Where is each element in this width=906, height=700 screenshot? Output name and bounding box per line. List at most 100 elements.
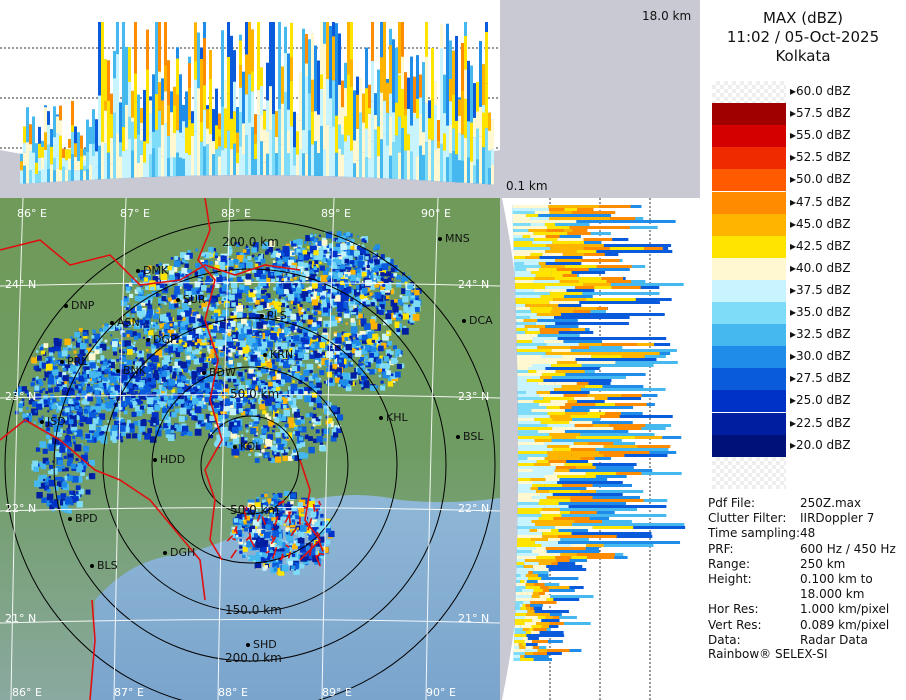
cross-section-row bbox=[517, 358, 657, 361]
cross-section-row bbox=[516, 568, 587, 571]
longitude-label: 89° E bbox=[322, 686, 352, 699]
cross-section-column bbox=[392, 39, 395, 179]
cross-section-row bbox=[516, 316, 630, 319]
station-label: Kolkata bbox=[775, 47, 831, 65]
legend-label: ▸55.0 dBZ bbox=[790, 128, 851, 143]
cross-section-column bbox=[77, 132, 80, 181]
lat-lon-grid bbox=[0, 198, 500, 700]
city-label: DGP bbox=[153, 333, 177, 346]
cross-section-column bbox=[143, 89, 146, 178]
cross-section-row bbox=[516, 349, 677, 352]
legend-swatch bbox=[712, 346, 786, 369]
city-label: PRL bbox=[67, 355, 88, 368]
cross-section-column bbox=[410, 56, 413, 180]
cross-section-row bbox=[515, 610, 569, 613]
city-label: DMK bbox=[143, 264, 169, 277]
metadata-key: Clutter Filter: bbox=[708, 511, 787, 526]
legend-swatch bbox=[712, 125, 786, 148]
legend-label: ▸40.0 dBZ bbox=[790, 260, 851, 275]
cross-section-column bbox=[122, 22, 125, 179]
cross-section-column bbox=[377, 69, 380, 179]
city-label: BDW bbox=[209, 366, 236, 379]
cross-section-column bbox=[179, 74, 182, 176]
cross-section-row bbox=[517, 373, 646, 376]
bottom-height-label: 0.1 km bbox=[506, 179, 548, 193]
longitude-label: 87° E bbox=[114, 686, 144, 699]
legend-label: ▸25.0 dBZ bbox=[790, 393, 851, 408]
cross-section-column bbox=[302, 28, 305, 176]
range-ring-label: 200.0 km bbox=[225, 651, 282, 665]
cross-section-column bbox=[446, 23, 449, 182]
top-height-label: 18.0 km bbox=[642, 9, 692, 23]
legend-label: ▸42.5 dBZ bbox=[790, 238, 851, 253]
legend-label: ▸57.5 dBZ bbox=[790, 106, 851, 121]
city-label: BSL bbox=[463, 430, 484, 443]
city-dot bbox=[263, 353, 267, 357]
legend-label: ▸32.5 dBZ bbox=[790, 327, 851, 342]
cross-section-row bbox=[517, 541, 681, 544]
cross-section-column bbox=[242, 71, 245, 176]
city-label: SUR bbox=[183, 293, 206, 306]
cross-section-row bbox=[514, 262, 582, 265]
cross-section-column bbox=[278, 22, 281, 176]
legend-swatch bbox=[712, 81, 786, 103]
metadata-value: 250 km bbox=[800, 556, 846, 571]
corner-panel bbox=[500, 0, 700, 198]
cross-section-row bbox=[516, 550, 600, 553]
cross-section-column bbox=[152, 74, 155, 177]
cross-section-column bbox=[422, 62, 425, 181]
cross-section-column bbox=[353, 90, 356, 178]
city-dot bbox=[116, 369, 120, 373]
product-title: MAX (dBZ) bbox=[762, 9, 844, 27]
cross-section-row bbox=[512, 220, 676, 223]
legend-label: ▸37.5 dBZ bbox=[790, 282, 851, 297]
cross-section-row bbox=[514, 643, 538, 646]
cross-section-row bbox=[516, 565, 583, 568]
cross-section-row bbox=[517, 487, 587, 490]
city-label: MNS bbox=[445, 232, 470, 245]
metadata-value: 1.000 km/pixel bbox=[800, 602, 890, 617]
cross-section-column bbox=[335, 23, 338, 177]
legend-swatch bbox=[712, 103, 786, 126]
metadata-key: Range: bbox=[708, 556, 751, 571]
cross-section-column bbox=[272, 22, 275, 176]
cross-section-row bbox=[517, 505, 667, 508]
cross-section-row bbox=[517, 406, 634, 409]
cross-section-row bbox=[516, 322, 629, 325]
cross-section-row bbox=[517, 481, 623, 484]
cross-section-row bbox=[517, 376, 626, 379]
north-south-cross-section bbox=[0, 0, 500, 198]
east-west-cross-section bbox=[500, 198, 700, 700]
city-dot bbox=[136, 269, 140, 273]
bay-of-bengal bbox=[90, 495, 500, 700]
cross-section-row bbox=[517, 514, 667, 517]
metadata-value: 18.000 km bbox=[800, 587, 865, 602]
legend-no-data-swatch bbox=[712, 457, 786, 489]
city-label: HDD bbox=[160, 453, 186, 466]
city-label: JSD bbox=[47, 415, 66, 428]
range-ring-label: 150.0 km bbox=[225, 603, 282, 617]
cross-section-row bbox=[516, 337, 667, 340]
cross-section-row bbox=[517, 469, 653, 472]
cross-section-row bbox=[517, 364, 654, 367]
cross-section-row bbox=[517, 493, 623, 496]
city-label: BLS bbox=[97, 559, 118, 572]
legend-label: ▸52.5 dBZ bbox=[790, 150, 851, 165]
metadata-value: 48 bbox=[800, 526, 816, 541]
city-markers bbox=[40, 237, 466, 647]
cross-section-column bbox=[221, 30, 224, 176]
cross-section-row bbox=[515, 301, 660, 304]
city-dot bbox=[462, 319, 466, 323]
legend-swatch bbox=[712, 368, 786, 391]
cross-section-column bbox=[32, 116, 35, 184]
metadata-value: Radar Data bbox=[800, 632, 868, 647]
legend-label: ▸35.0 dBZ bbox=[790, 305, 851, 319]
city-dot bbox=[110, 321, 114, 325]
cross-section-row bbox=[517, 439, 622, 442]
cross-section-row bbox=[516, 577, 579, 580]
legend-swatch bbox=[712, 434, 786, 457]
cross-section-row bbox=[517, 502, 627, 505]
latitude-label: 24° N bbox=[458, 278, 490, 291]
